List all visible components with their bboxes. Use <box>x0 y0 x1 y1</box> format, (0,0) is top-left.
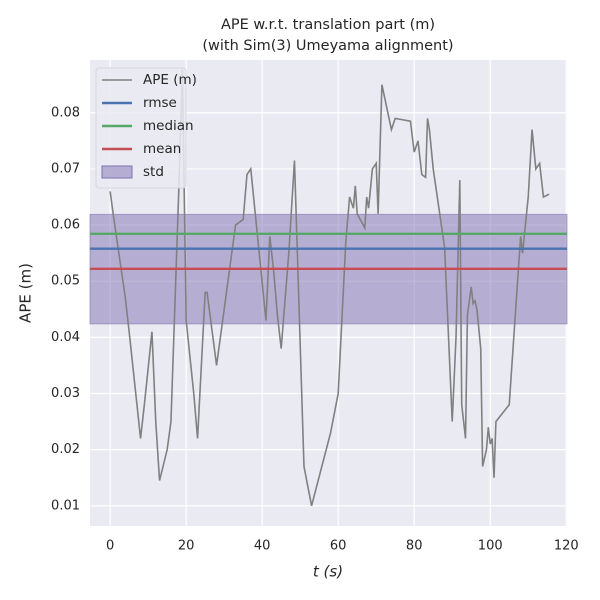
legend-label: median <box>143 118 194 134</box>
x-tick-label: 80 <box>406 539 423 554</box>
x-tick-label: 0 <box>106 539 114 554</box>
x-tick-label: 20 <box>178 539 195 554</box>
y-tick-label: 0.02 <box>51 442 80 457</box>
chart-subtitle: (with Sim(3) Umeyama alignment) <box>202 38 453 54</box>
legend-label: mean <box>143 141 181 157</box>
legend-label: rmse <box>143 95 177 111</box>
x-tick-label: 60 <box>330 539 347 554</box>
x-tick-label: 120 <box>554 539 579 554</box>
y-tick-label: 0.01 <box>51 498 80 513</box>
y-tick-label: 0.06 <box>51 218 80 233</box>
legend-label: APE (m) <box>143 72 197 88</box>
y-tick-label: 0.03 <box>51 386 80 401</box>
x-tick-label: 40 <box>254 539 271 554</box>
legend-box <box>95 67 187 189</box>
y-tick-label: 0.07 <box>51 161 80 176</box>
legend-label: std <box>143 164 164 180</box>
x-tick-label: 100 <box>478 539 503 554</box>
ape-line <box>109 69 550 506</box>
chart-title: APE w.r.t. translation part (m) <box>221 17 435 33</box>
y-tick-label: 0.08 <box>51 105 80 120</box>
legend-swatch <box>101 165 133 179</box>
y-tick-label: 0.04 <box>51 330 80 345</box>
y-tick-label: 0.05 <box>51 274 80 289</box>
x-axis-label: t (s) <box>313 563 343 581</box>
y-axis-label: APE (m) <box>17 263 35 323</box>
